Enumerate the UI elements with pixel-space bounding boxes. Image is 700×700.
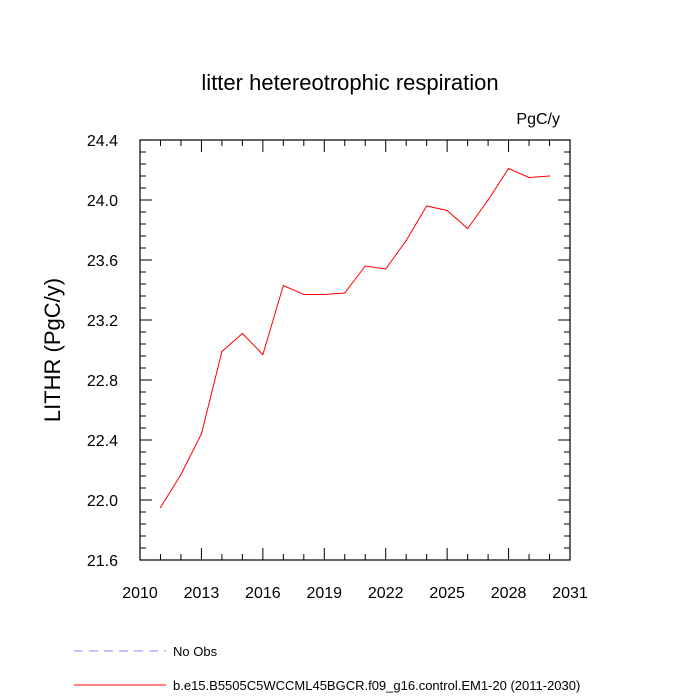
series-line [160,167,550,508]
legend: No Obs b.e15.B5505C5WCCML45BGCR.f09_g16.… [74,644,580,693]
x-tick-label: 2031 [552,585,588,602]
data-point [405,239,407,242]
x-tick-label: 2010 [122,585,158,602]
data-point [282,284,284,287]
x-tick-label: 2019 [306,585,342,602]
y-tick-label: 23.6 [87,253,118,270]
data-point [467,227,469,230]
data-point [180,473,182,476]
legend-label-no-obs: No Obs [173,644,218,659]
y-tick-label: 22.4 [87,433,118,450]
data-point [426,205,428,207]
data-point [303,293,305,296]
data-point [364,265,366,267]
axis-ticks [139,139,571,561]
plot-frame [139,139,571,561]
y-tick-label: 21.6 [87,553,118,570]
x-tick-label: 2016 [245,585,281,602]
x-tick-label: 2028 [491,585,527,602]
legend-label-control: b.e15.B5505C5WCCML45BGCR.f09_g16.control… [173,678,580,693]
chart-title: litter hetereotrophic respiration [201,70,498,95]
data-point [221,350,223,353]
data-point [262,353,264,356]
data-point [344,292,346,294]
series-layer [159,167,551,509]
y-tick-label: 22.0 [87,493,118,510]
y-tick-label: 24.0 [87,193,118,210]
units-label: PgC/y [516,111,560,128]
data-point [487,199,489,201]
data-point [385,268,387,270]
x-tick-label: 2013 [184,585,220,602]
data-point [323,293,325,296]
data-point [528,176,530,179]
tick-labels: 2010 2013 2016 2019 2022 2025 2028 2031 21.6 22.0… [87,133,588,602]
data-point [507,167,510,170]
data-point [241,332,243,335]
data-point [159,506,162,509]
y-axis-label: LITHR (PgC/y) [40,278,65,422]
x-tick-label: 2025 [429,585,465,602]
x-tick-label: 2022 [368,585,404,602]
y-tick-label: 23.2 [87,313,118,330]
y-tick-label: 22.8 [87,373,118,390]
y-tick-label: 24.4 [87,133,118,150]
data-point [200,433,203,435]
data-point [548,175,551,177]
data-point [446,209,448,212]
